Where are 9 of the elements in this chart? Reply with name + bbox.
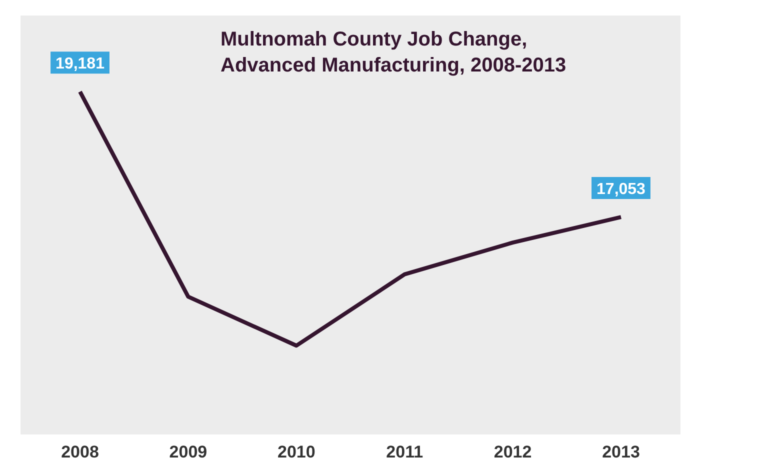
x-tick-label: 2010 <box>277 442 316 462</box>
x-tick-label: 2013 <box>602 442 640 462</box>
x-tick-label: 2008 <box>61 442 99 462</box>
data-label: 17,053 <box>596 181 646 198</box>
chart-title: Multnomah County Job Change, Advanced Manufacturing, 2008-2013 <box>220 28 566 76</box>
x-tick-label: 2012 <box>494 442 532 462</box>
data-label: 19,181 <box>56 56 105 73</box>
x-tick-label: 2009 <box>169 442 208 462</box>
x-tick-label: 2011 <box>386 442 424 462</box>
